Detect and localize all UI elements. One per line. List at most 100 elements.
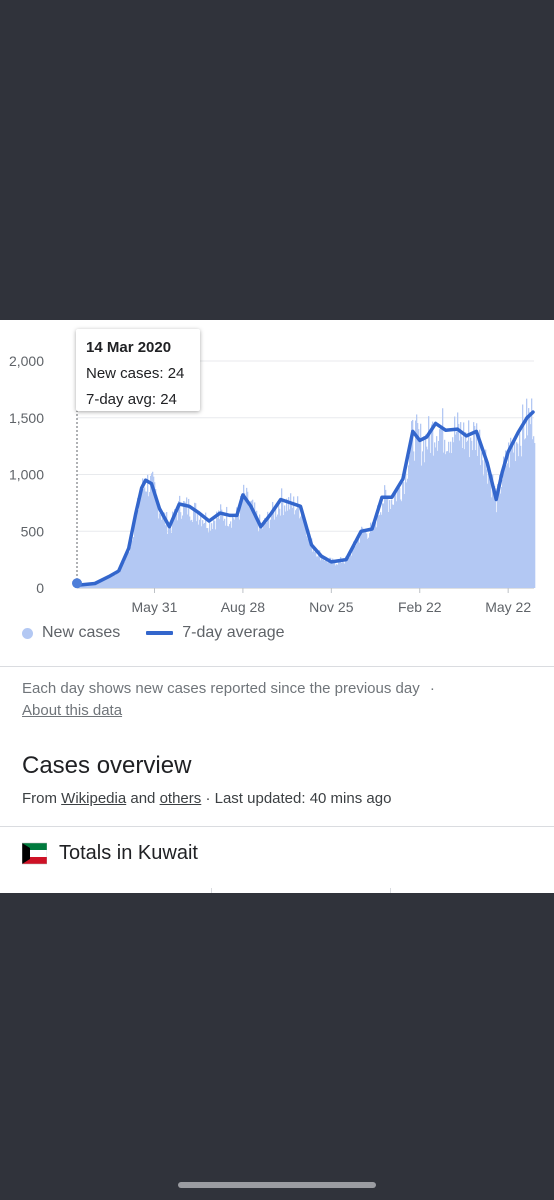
new-cases-bar [480,465,482,588]
new-cases-bar [424,462,426,588]
tooltip-average: 7-day avg: 24 [86,391,177,408]
new-cases-bar [417,423,419,588]
new-cases-bar [220,504,222,588]
new-cases-bar [352,546,354,588]
covid-chart-card: 0 500 1,000 1,500 2,000 May 31 Aug 28 Nov 25 Feb… [0,320,554,893]
new-cases-bar [269,528,271,588]
new-cases-bar [427,449,429,588]
new-cases-bar [150,475,152,588]
new-cases-bar [240,495,242,588]
new-cases-bar [441,428,443,588]
new-cases-bar [416,414,418,588]
new-cases-bar [404,494,406,588]
new-cases-bar [377,505,379,588]
new-cases-bar [362,527,364,588]
new-cases-bar [335,565,337,588]
source-from-text: From [22,790,57,807]
new-cases-bar [438,440,440,588]
new-cases-bar [426,446,428,588]
new-cases-bar [489,474,491,588]
new-cases-bar [445,454,447,588]
new-cases-bar [351,555,353,588]
new-cases-bar [89,583,91,588]
new-cases-bar [458,423,460,588]
new-cases-bar [359,542,361,588]
new-cases-bar [189,516,191,588]
new-cases-bar [222,511,224,588]
y-tick-label: 2,000 [9,353,44,369]
new-cases-bar [336,564,338,588]
divider [0,666,554,667]
new-cases-bar [128,548,130,588]
divider [0,826,554,827]
new-cases-bar [406,482,408,588]
new-cases-bar [372,522,374,588]
new-cases-area [77,398,536,588]
new-cases-bar [283,515,285,588]
x-tick-label: May 31 [132,599,178,615]
new-cases-bar [235,515,237,588]
new-cases-bar [484,458,486,588]
legend-average: 7-day average [182,624,285,641]
new-cases-bar [382,503,384,588]
new-cases-bar [506,465,508,588]
new-cases-bar [433,455,435,588]
wikipedia-link[interactable]: Wikipedia [61,790,127,807]
new-cases-bar [318,550,320,588]
new-cases-bar [107,577,109,588]
new-cases-bar [201,526,203,588]
new-cases-bar [418,429,420,588]
new-cases-bar [343,562,345,588]
new-cases-bar [243,484,245,588]
new-cases-bar [376,527,378,588]
new-cases-bar [199,519,201,588]
new-cases-bar [488,468,490,588]
new-cases-bar [517,443,519,588]
about-this-data-link[interactable]: About this data [22,702,123,719]
new-cases-bar [391,499,393,588]
new-cases-bar [403,482,405,588]
new-cases-bar [200,515,202,588]
new-cases-bar [85,584,87,588]
new-cases-bar [329,557,331,588]
new-cases-bar [129,552,131,588]
new-cases-bar [447,451,449,588]
new-cases-bar [164,512,166,588]
new-cases-bar [151,473,153,588]
new-cases-bar [473,422,475,588]
last-updated-text: · Last updated: 40 mins ago [205,790,392,807]
new-cases-bar [407,478,409,588]
new-cases-bar [241,498,243,588]
new-cases-bar [437,450,439,588]
new-cases-bar [93,583,95,588]
cases-chart[interactable]: 0 500 1,000 1,500 2,000 May 31 Aug 28 Nov 25 Feb… [0,320,554,620]
new-cases-bar [493,490,495,588]
new-cases-bar [369,533,371,588]
new-cases-bar [295,510,297,588]
new-cases-bar [130,546,132,588]
new-cases-bar [165,525,167,588]
new-cases-bar [499,474,501,588]
new-cases-bar [111,575,113,588]
new-cases-bar [211,523,213,588]
new-cases-bar [395,491,397,588]
new-cases-bar [145,491,147,588]
data-note: Each day shows new cases reported since … [22,678,542,722]
new-cases-bar [306,536,308,588]
totals-header[interactable]: Totals in Kuwait [22,841,198,866]
new-cases-bar [304,519,306,588]
new-cases-bar [365,529,367,588]
new-cases-bar [173,520,175,588]
new-cases-bar [286,498,288,588]
others-link[interactable]: others [159,790,202,807]
new-cases-bar [392,504,394,588]
new-cases-bar [339,560,341,588]
new-cases-bar [408,465,410,588]
new-cases-bar [198,524,200,588]
y-tick-label: 0 [36,580,44,596]
new-cases-bar [126,556,128,588]
new-cases-bar [187,514,189,588]
new-cases-bar [230,521,232,588]
new-cases-bar [525,438,527,588]
home-indicator[interactable] [178,1182,376,1188]
